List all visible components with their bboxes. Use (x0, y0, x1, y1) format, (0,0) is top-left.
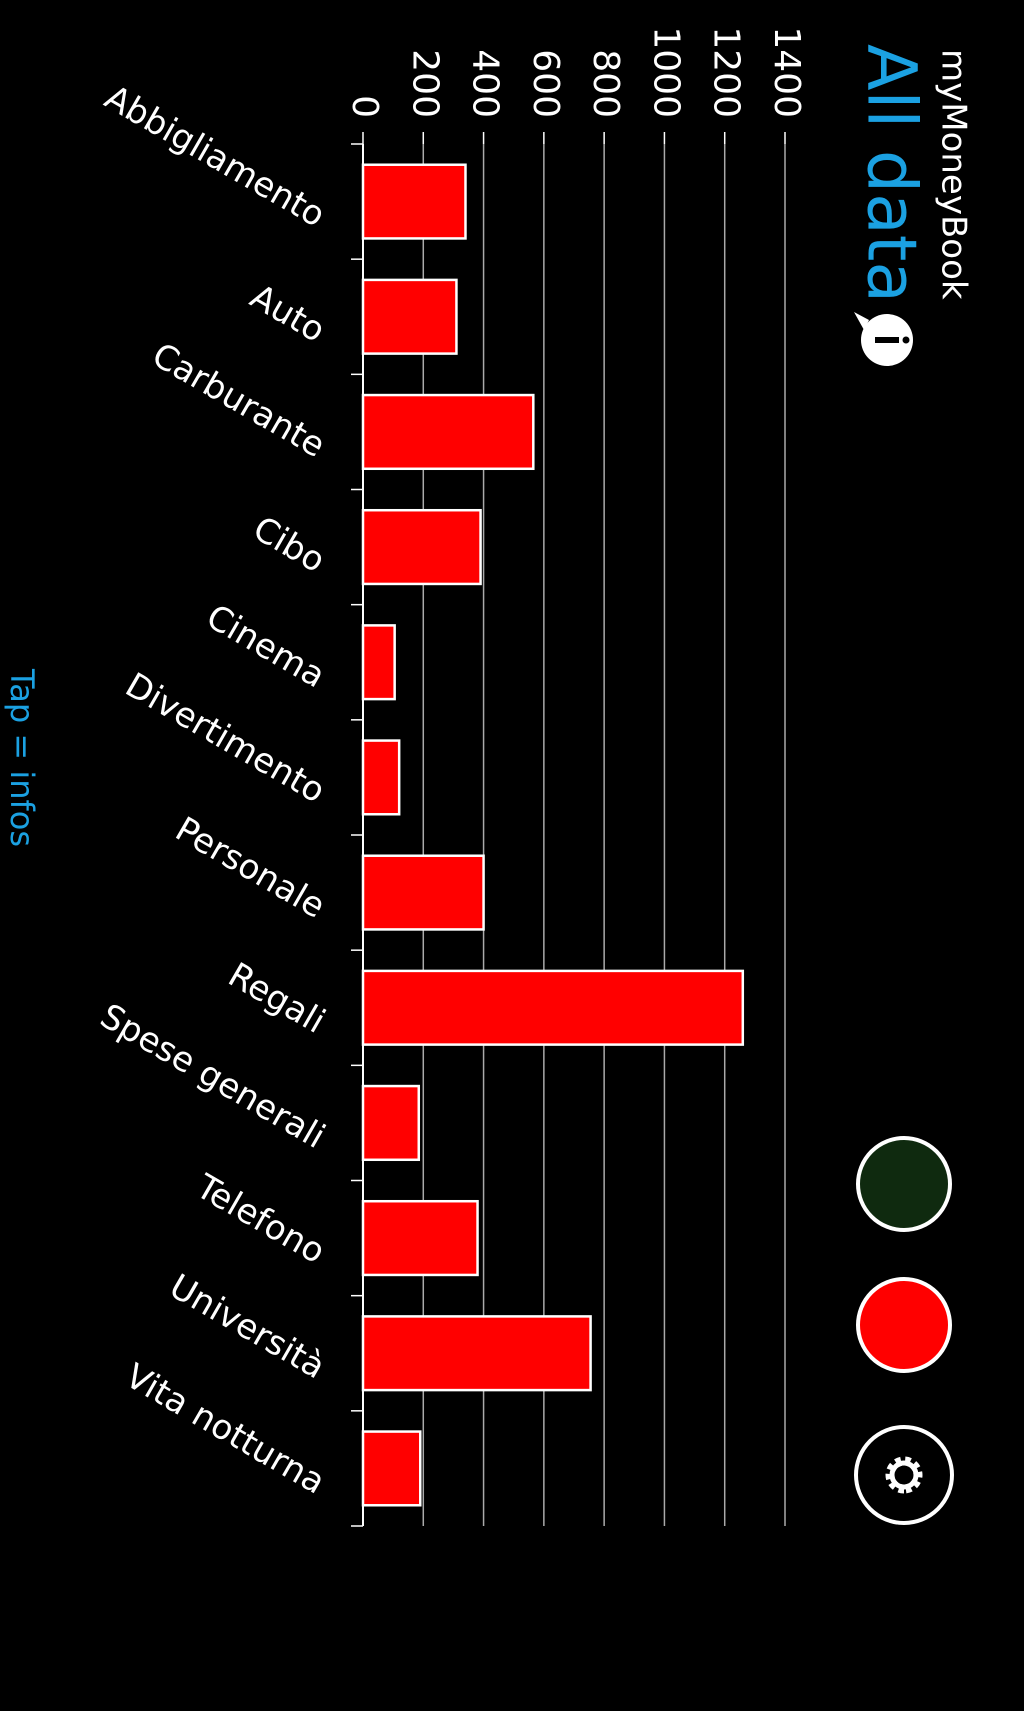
y-tick-label: 1000 (645, 26, 686, 118)
bar (361, 393, 535, 471)
bar (361, 1315, 592, 1392)
info-icon[interactable] (854, 312, 913, 366)
rotated-view: myMoneyBook All data Tap = infos 0 200 400… (3, 26, 974, 1527)
y-tick-label: 1400 (766, 26, 807, 118)
page-title: All data (851, 44, 930, 303)
info-dot[interactable] (902, 336, 910, 344)
y-tick-label: 200 (404, 49, 445, 118)
y-tick-label: 600 (525, 49, 566, 118)
settings-ring[interactable] (854, 1425, 954, 1525)
y-tick-label: 0 (344, 95, 385, 118)
color-button-red[interactable] (856, 1277, 952, 1373)
bar (361, 624, 396, 701)
settings-button[interactable] (854, 1425, 954, 1525)
bar (361, 163, 467, 240)
x-tick-label: Regali (221, 955, 331, 1042)
x-tick-label: Abbigliamento (98, 78, 332, 236)
gear-body[interactable] (889, 1460, 919, 1490)
app-name: myMoneyBook (934, 49, 974, 300)
x-tick-label: Carburante (145, 335, 332, 466)
info-tail[interactable] (854, 312, 869, 330)
bar (361, 854, 485, 931)
x-tick-label: Auto (243, 277, 331, 351)
bar (361, 969, 745, 1046)
bar (361, 278, 458, 355)
x-tick-label: Università (163, 1267, 332, 1388)
bar (361, 1199, 479, 1277)
bar (361, 739, 401, 816)
bar (361, 1084, 421, 1162)
x-tick-label: Cinema (200, 597, 332, 696)
y-tick-label: 1200 (706, 26, 747, 118)
y-tick-label: 800 (585, 49, 626, 118)
x-tick-label: Personale (168, 809, 331, 926)
info-stem[interactable] (875, 337, 899, 343)
footer-hint: Tap = infos (3, 668, 41, 847)
x-tick-label: Telefono (188, 1166, 331, 1272)
y-tick-label: 400 (465, 49, 506, 118)
x-tick-label: Cibo (246, 509, 331, 581)
color-button-dark[interactable] (856, 1136, 952, 1232)
bar (361, 508, 482, 586)
bar (361, 1430, 422, 1507)
